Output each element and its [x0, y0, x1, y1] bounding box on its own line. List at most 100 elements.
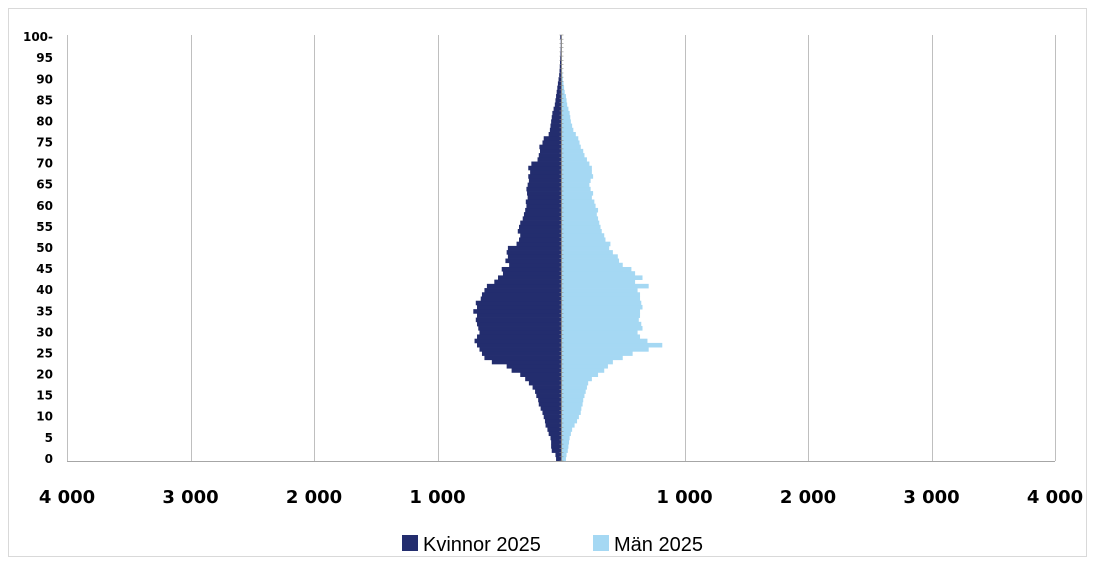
bar-man-age-75	[561, 140, 580, 146]
bar-kvinnor-age-17	[532, 385, 561, 390]
x-axis-tick-labels: 4 000 3 000 2 000 1 000 1 000 2 000 3 000 4 000	[39, 487, 1083, 508]
bar-man-age-46	[561, 262, 623, 268]
bar-kvinnor-age-59	[525, 207, 561, 213]
x-tick-label-2: 2 000	[286, 487, 342, 508]
bar-man-age-6	[561, 431, 571, 437]
bar-kvinnor-age-70	[531, 161, 561, 167]
bar-man-age-68	[561, 169, 592, 175]
bar-kvinnor-age-33	[475, 317, 561, 323]
bar-man-age-80	[561, 119, 571, 124]
bar-kvinnor-age-85	[555, 98, 561, 103]
bar-man-age-28	[561, 338, 648, 344]
bar-man-age-82	[561, 110, 570, 116]
bar-man-age-31	[561, 326, 643, 331]
bar-man-age-47	[561, 258, 620, 264]
bar-man-age-78	[561, 127, 574, 133]
y-tick-label-75: 75	[36, 136, 53, 150]
y-tick-label-70: 70	[36, 157, 53, 171]
bar-man-age-0	[561, 456, 566, 462]
bar-man-age-11	[561, 410, 581, 415]
x-tick-label-6: 2 000	[780, 487, 836, 508]
bar-kvinnor-age-39	[481, 292, 561, 297]
bar-man-age-55	[561, 224, 601, 230]
bar-kvinnor-age-86	[556, 94, 561, 99]
legend: Kvinnor 2025 Män 2025	[402, 534, 703, 556]
y-tick-label-5: 5	[45, 431, 53, 445]
bar-kvinnor-age-16	[535, 389, 561, 394]
bar-man-age-29	[561, 334, 641, 340]
bar-man-age-73	[561, 148, 584, 154]
y-tick-label-0: 0	[45, 452, 53, 466]
bar-man-age-67	[561, 174, 594, 179]
bar-kvinnor-age-5	[550, 435, 561, 441]
bar-man-age-10	[561, 414, 579, 420]
bar-kvinnor-age-0	[556, 456, 561, 462]
legend-swatch-man	[593, 535, 609, 551]
bar-man-age-33	[561, 317, 639, 323]
bar-kvinnor-age-53	[520, 233, 561, 238]
bar-kvinnor-age-62	[527, 195, 561, 200]
bar-man-age-20	[561, 372, 599, 377]
bar-kvinnor-age-31	[478, 326, 561, 331]
bar-man-age-48	[561, 254, 618, 259]
bar-kvinnor-age-8	[545, 423, 561, 428]
bar-man-age-39	[561, 292, 641, 297]
bar-kvinnor-age-23	[491, 359, 561, 365]
bar-kvinnor-age-51	[516, 241, 561, 247]
bar-man-age-71	[561, 157, 587, 162]
y-tick-label-40: 40	[36, 283, 53, 297]
bar-kvinnor-age-34	[477, 313, 561, 318]
bar-man-age-32	[561, 321, 642, 327]
bar-kvinnor-age-15	[536, 393, 561, 399]
bar-kvinnor-age-26	[479, 347, 561, 352]
bar-man-age-42	[561, 279, 636, 285]
bar-man-age-79	[561, 123, 573, 129]
bar-man-age-9	[561, 418, 578, 424]
bar-kvinnor-age-56	[520, 220, 561, 226]
bar-man-age-56	[561, 220, 600, 226]
bar-kvinnor-age-80	[551, 119, 561, 124]
bar-kvinnor-age-20	[520, 372, 561, 377]
x-tick-label-8: 4 000	[1027, 487, 1083, 508]
bar-man-age-74	[561, 144, 581, 150]
bar-kvinnor-age-52	[519, 237, 561, 243]
bar-kvinnor-age-89	[557, 81, 561, 86]
bars	[473, 35, 663, 462]
bar-kvinnor-age-82	[552, 110, 561, 116]
bar-man-age-53	[561, 233, 605, 238]
bar-man-age-41	[561, 283, 649, 289]
bar-kvinnor-age-79	[550, 123, 561, 129]
bar-kvinnor-age-81	[551, 115, 561, 120]
bar-man-age-26	[561, 347, 649, 352]
bar-kvinnor-age-77	[548, 132, 561, 137]
bar-man-age-83	[561, 106, 569, 112]
bar-kvinnor-age-63	[527, 191, 561, 196]
bar-man-age-45	[561, 266, 632, 272]
bar-man-age-58	[561, 212, 597, 217]
bar-man-age-43	[561, 275, 643, 280]
y-tick-label-45: 45	[36, 262, 53, 276]
bar-kvinnor-age-44	[502, 271, 561, 276]
bar-man-age-2	[561, 448, 568, 453]
bar-man-age-59	[561, 207, 599, 213]
bar-man-age-30	[561, 330, 638, 335]
bar-kvinnor-age-41	[486, 283, 561, 289]
bar-kvinnor-age-6	[548, 431, 561, 437]
bar-man-age-85	[561, 98, 567, 103]
bar-kvinnor-age-18	[528, 380, 561, 386]
bar-kvinnor-age-55	[519, 224, 561, 230]
bar-man-age-12	[561, 406, 582, 411]
y-tick-label-60: 60	[36, 199, 53, 213]
bar-kvinnor-age-49	[506, 250, 561, 255]
bar-kvinnor-age-71	[537, 157, 561, 162]
bar-kvinnor-age-75	[542, 140, 561, 146]
bar-kvinnor-age-47	[505, 258, 561, 264]
bar-kvinnor-age-14	[538, 397, 561, 403]
bar-kvinnor-age-28	[474, 338, 561, 344]
bar-kvinnor-age-50	[507, 245, 561, 251]
bar-kvinnor-age-60	[526, 203, 561, 209]
bar-kvinnor-age-64	[526, 186, 561, 192]
bar-man-age-89	[561, 81, 564, 86]
bar-kvinnor-age-43	[498, 275, 561, 280]
bar-man-age-57	[561, 216, 599, 221]
